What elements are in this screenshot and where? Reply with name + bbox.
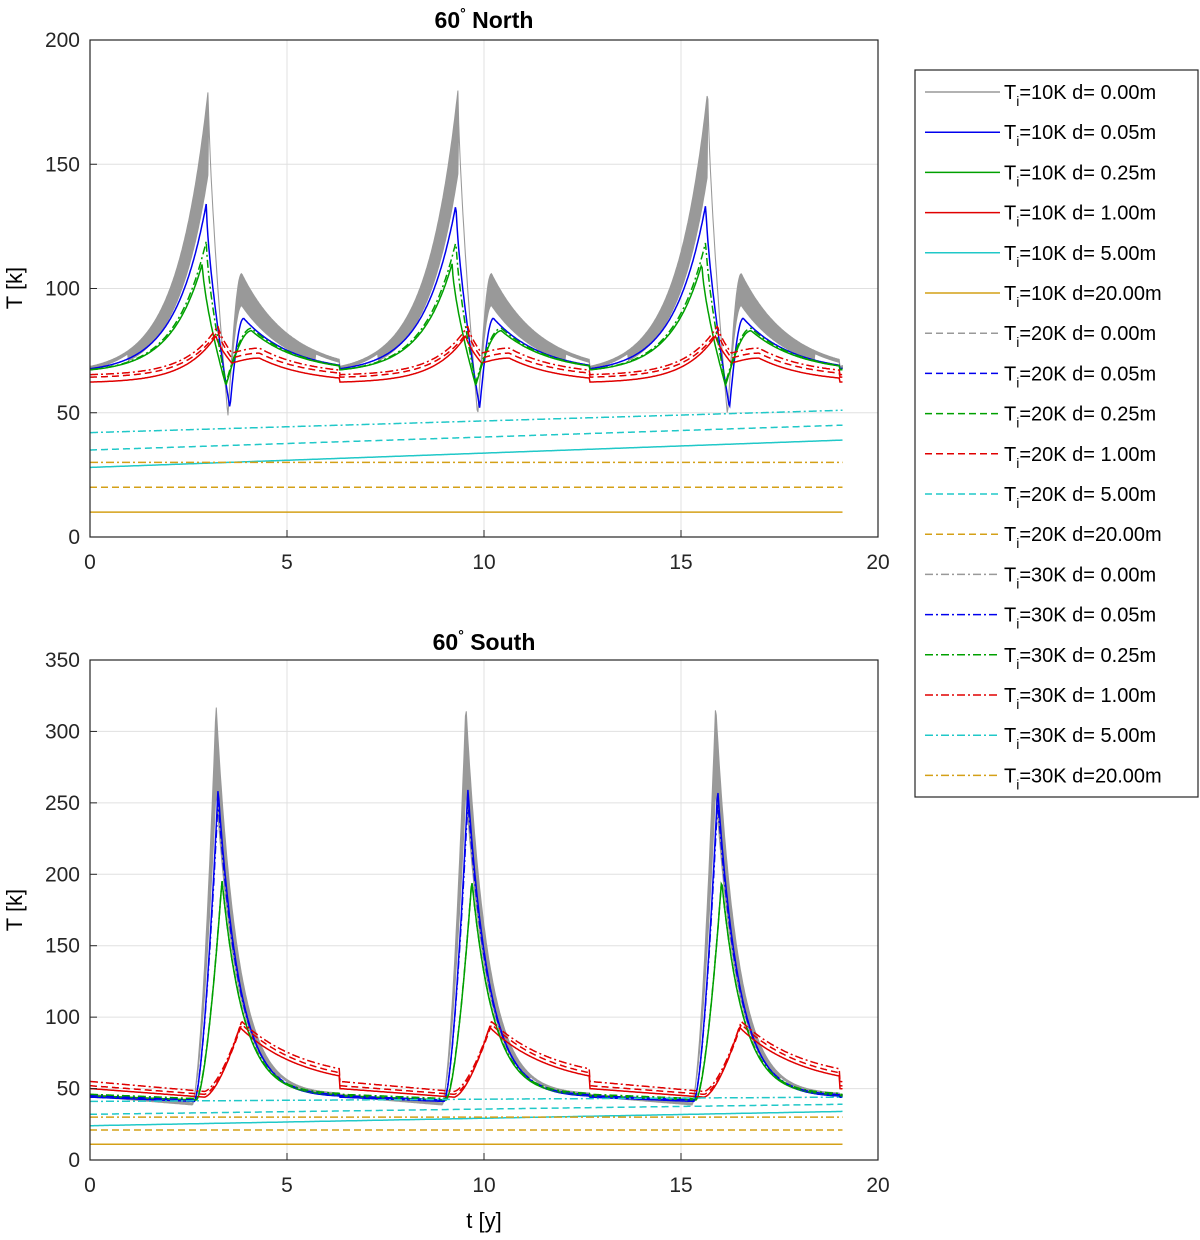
series-line-9 xyxy=(90,324,843,376)
series-line-8 xyxy=(90,801,843,1101)
x-tick-label: 0 xyxy=(84,1174,96,1197)
y-axis-label-south: T [k] xyxy=(2,889,27,931)
y-tick-label: 300 xyxy=(45,720,80,743)
legend-item: Ti=10K d= 0.00m xyxy=(925,82,1156,109)
legend-item: Ti=30K d= 1.00m xyxy=(925,685,1156,712)
series-line-3 xyxy=(90,1110,843,1127)
legend-label: Ti=30K d= 0.05m xyxy=(1004,605,1156,632)
y-tick-label: 100 xyxy=(45,278,80,301)
series-north xyxy=(89,90,843,513)
x-tick-label: 0 xyxy=(84,551,96,574)
legend-label: Ti=30K d= 1.00m xyxy=(1004,685,1156,712)
x-tick-label: 15 xyxy=(669,1174,692,1197)
series-line-6 xyxy=(90,424,843,451)
x-tick-label: 5 xyxy=(281,1174,293,1197)
x-tick-label: 20 xyxy=(866,1174,889,1197)
series-line-5 xyxy=(90,329,843,378)
y-tick-label: 0 xyxy=(68,526,80,549)
y-tick-label: 150 xyxy=(45,153,80,176)
series-line-11 xyxy=(90,1096,843,1103)
legend-item: Ti=10K d= 5.00m xyxy=(925,243,1156,270)
legend-label: Ti=20K d= 1.00m xyxy=(1004,444,1156,471)
legend-item: Ti=20K d= 0.25m xyxy=(925,404,1156,431)
y-tick-label: 0 xyxy=(68,1149,80,1172)
legend-label: Ti=30K d= 0.00m xyxy=(1004,564,1156,591)
legend: Ti=10K d= 0.00m Ti=10K d= 0.05m Ti=10K d= … xyxy=(914,69,1199,798)
legend-label: Ti=10K d= 0.05m xyxy=(1004,122,1156,149)
legend-label: Ti=10K d=20.00m xyxy=(1004,283,1162,310)
y-tick-label: 50 xyxy=(57,1078,80,1101)
legend-label: Ti=10K d= 0.25m xyxy=(1004,162,1156,189)
legend-label: Ti=30K d= 5.00m xyxy=(1004,725,1156,752)
chart-title-north: 60° North xyxy=(435,5,534,33)
series-line-9 xyxy=(90,881,843,1100)
legend-label: Ti=20K d= 5.00m xyxy=(1004,484,1156,511)
x-axis-label: t [y] xyxy=(466,1208,501,1233)
x-tick-label: 10 xyxy=(472,551,495,574)
legend-item: Ti=30K d=20.00m xyxy=(925,765,1162,792)
y-tick-label: 150 xyxy=(45,935,80,958)
legend-item: Ti=10K d= 0.05m xyxy=(925,122,1156,149)
legend-label: Ti=30K d=20.00m xyxy=(1004,765,1162,792)
y-tick-label: 50 xyxy=(57,402,80,425)
legend-label: Ti=10K d= 5.00m xyxy=(1004,243,1156,270)
y-axis-label-north: T [k] xyxy=(2,267,27,309)
chart-title-south: 60° South xyxy=(433,627,536,655)
legend-box xyxy=(914,69,1199,798)
series-line-1 xyxy=(89,263,843,388)
x-tick-label: 10 xyxy=(472,1174,495,1197)
series-line-3 xyxy=(90,439,843,469)
series-line-8 xyxy=(89,241,843,386)
series-line-6 xyxy=(90,1103,843,1116)
legend-item: Ti=30K d= 5.00m xyxy=(925,725,1156,752)
legend-item: Ti=20K d= 0.05m xyxy=(925,363,1156,390)
series-line-10 xyxy=(89,1020,843,1093)
series-line-5 xyxy=(89,1023,843,1096)
legend-item: Ti=10K d= 0.25m xyxy=(925,162,1156,189)
legend-item: Ti=30K d= 0.05m xyxy=(925,605,1156,632)
y-tick-label: 100 xyxy=(45,1006,80,1029)
legend-label: Ti=20K d= 0.25m xyxy=(1004,404,1156,431)
legend-label: Ti=30K d= 0.25m xyxy=(1004,645,1156,672)
x-tick-label: 15 xyxy=(669,551,692,574)
legend-label: Ti=20K d= 0.00m xyxy=(1004,323,1156,350)
legend-label: Ti=20K d= 0.05m xyxy=(1004,363,1156,390)
legend-item: Ti=30K d= 0.00m xyxy=(925,564,1156,591)
series-south xyxy=(89,707,843,1146)
y-tick-label: 250 xyxy=(45,792,80,815)
legend-label: Ti=10K d= 1.00m xyxy=(1004,203,1156,230)
legend-item: Ti=20K d= 5.00m xyxy=(925,484,1156,511)
y-tick-label: 200 xyxy=(45,863,80,886)
series-line-10 xyxy=(90,409,843,434)
legend-item: Ti=10K d= 1.00m xyxy=(925,203,1156,230)
legend-label: Ti=10K d= 0.00m xyxy=(1004,82,1156,109)
y-tick-label: 200 xyxy=(45,29,80,52)
series-line-2 xyxy=(90,1026,843,1098)
legend-item: Ti=20K d=20.00m xyxy=(925,524,1162,551)
x-tick-label: 20 xyxy=(866,551,889,574)
y-tick-label: 350 xyxy=(45,649,80,672)
legend-item: Ti=30K d= 0.25m xyxy=(925,645,1156,672)
x-tick-label: 5 xyxy=(281,551,293,574)
legend-item: Ti=20K d= 1.00m xyxy=(925,444,1156,471)
legend-item: Ti=20K d= 0.00m xyxy=(925,323,1156,350)
legend-item: Ti=10K d=20.00m xyxy=(925,283,1162,310)
legend-label: Ti=20K d=20.00m xyxy=(1004,524,1162,551)
